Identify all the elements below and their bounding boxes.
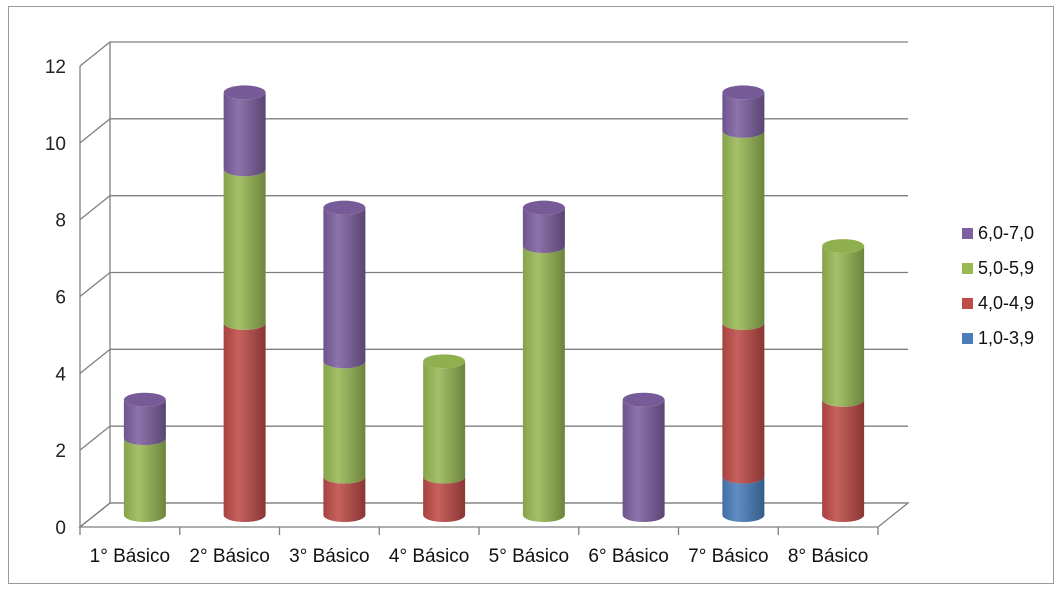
- x-category-label: 7° Básico: [688, 546, 768, 567]
- bars-layer: [123, 85, 865, 523]
- y-tick-label: 6: [55, 288, 66, 309]
- bar-segment: [822, 246, 865, 407]
- gridline-depth: [79, 118, 111, 144]
- bar-segment: [522, 207, 565, 254]
- x-category-label: 3° Básico: [289, 546, 369, 567]
- legend: 6,0-7,0 5,0-5,9 4,0-4,9 1,0-3,9: [962, 223, 1034, 348]
- gridline-depth: [79, 195, 111, 221]
- legend-swatch: [962, 228, 973, 239]
- bar-top-cap: [822, 239, 865, 254]
- bar-segment: [323, 207, 366, 369]
- bar-segment: [323, 361, 366, 484]
- legend-swatch: [962, 298, 973, 309]
- x-category-label: 1° Básico: [90, 546, 170, 567]
- bar-top-cap: [423, 354, 466, 369]
- bar-segment: [722, 92, 765, 138]
- x-category-label: 5° Básico: [489, 546, 569, 567]
- bar-segment: [622, 399, 665, 523]
- gridline-depth: [79, 348, 111, 374]
- grid-layer: [78, 41, 910, 528]
- bar-segment: [722, 130, 765, 330]
- gridline-depth: [79, 425, 111, 451]
- legend-swatch: [962, 263, 973, 274]
- bar-segment: [722, 476, 765, 523]
- gridline-depth: [79, 41, 111, 67]
- y-tick-label: 10: [45, 134, 66, 155]
- bar-segment: [423, 476, 466, 523]
- bar-segment: [822, 399, 865, 523]
- bar-top-cap: [522, 200, 565, 215]
- axis-layer: 0 2 4 6 8 10 12 1° Básico 2° Básico 3° Básico 4° B…: [45, 57, 879, 567]
- bar-segment: [323, 476, 366, 523]
- bar-segment: [722, 322, 765, 484]
- floor: [78, 502, 910, 528]
- x-category-label: 8° Básico: [788, 546, 868, 567]
- legend-label: 6,0-7,0: [978, 223, 1034, 243]
- bar-segment: [522, 246, 565, 523]
- bar-segment: [223, 322, 266, 523]
- legend-swatch: [962, 333, 973, 344]
- legend-label: 5,0-5,9: [978, 258, 1034, 278]
- y-tick-label: 2: [55, 441, 66, 462]
- y-tick-label: 4: [55, 364, 66, 385]
- bar-segment: [123, 438, 166, 523]
- x-category-label: 6° Básico: [588, 546, 668, 567]
- x-category-label: 2° Básico: [189, 546, 269, 567]
- x-category-label: 4° Básico: [389, 546, 469, 567]
- bar-top-cap: [722, 85, 765, 100]
- y-tick-label: 12: [45, 57, 66, 78]
- bar-segment: [423, 361, 466, 484]
- bar-segment: [223, 92, 266, 177]
- bar-segment: [123, 399, 166, 446]
- y-tick-label: 8: [55, 211, 66, 232]
- bar-top-cap: [223, 85, 266, 100]
- legend-label: 4,0-4,9: [978, 293, 1034, 313]
- bar-segment: [223, 169, 266, 330]
- bar-top-cap: [123, 392, 166, 407]
- bar-top-cap: [622, 392, 665, 407]
- legend-label: 1,0-3,9: [978, 328, 1034, 348]
- bar-top-cap: [323, 200, 366, 215]
- gridline-depth: [79, 271, 111, 298]
- y-tick-label: 0: [55, 518, 66, 539]
